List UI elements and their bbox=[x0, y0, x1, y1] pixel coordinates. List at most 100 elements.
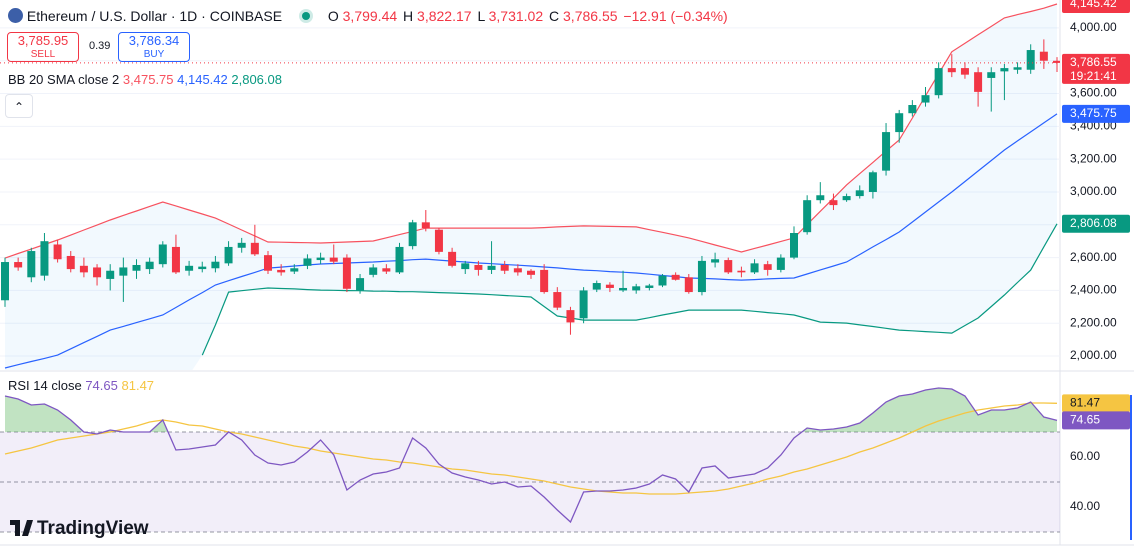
axis-value-box bbox=[1062, 394, 1130, 413]
candle-body bbox=[369, 267, 378, 275]
candle-body bbox=[224, 246, 233, 264]
y-tick-label: 2,400.00 bbox=[1070, 283, 1117, 297]
buy-price: 3,786.34 bbox=[128, 33, 180, 48]
candle-body bbox=[974, 72, 983, 92]
candle-body bbox=[1000, 68, 1009, 72]
y-tick-label: 3,000.00 bbox=[1070, 184, 1117, 198]
change: −12.91 (−0.34%) bbox=[623, 8, 728, 24]
candle-body bbox=[1026, 50, 1035, 70]
y-tick-label: 2,200.00 bbox=[1070, 315, 1117, 329]
logo-mark bbox=[10, 520, 33, 536]
candle-body bbox=[934, 68, 943, 96]
bb-value: 2,806.08 bbox=[231, 72, 282, 87]
candle-body bbox=[776, 257, 785, 270]
candle-body bbox=[342, 257, 351, 289]
candle-body bbox=[408, 222, 417, 247]
candle-body bbox=[724, 260, 733, 273]
candle-body bbox=[711, 259, 720, 263]
candle-body bbox=[960, 68, 969, 75]
rsi-line bbox=[4, 402, 1058, 495]
candle-body bbox=[237, 242, 246, 248]
axis-value-box bbox=[1062, 53, 1130, 84]
candle-body bbox=[737, 270, 746, 273]
candle-body bbox=[947, 68, 956, 73]
candle-body bbox=[53, 244, 62, 260]
buy-button[interactable]: 3,786.34 BUY bbox=[118, 32, 190, 62]
candle-body bbox=[645, 285, 654, 288]
candle-body bbox=[842, 196, 851, 201]
rsi-pane bbox=[0, 387, 1060, 533]
sell-price: 3,785.95 bbox=[17, 33, 69, 48]
coin-icon bbox=[8, 8, 23, 23]
candle-body bbox=[66, 255, 75, 270]
axis-value-label: 3,475.75 bbox=[1070, 106, 1117, 120]
candle-body bbox=[1, 262, 9, 301]
sell-button[interactable]: 3,785.95 SELL bbox=[7, 32, 79, 62]
candle-body bbox=[316, 257, 325, 261]
y-tick-label: 4,000.00 bbox=[1070, 20, 1117, 34]
rsi-title: RSI 14 close bbox=[8, 378, 82, 393]
candle-body bbox=[158, 244, 167, 265]
candle-body bbox=[106, 270, 115, 279]
candle-body bbox=[382, 268, 391, 272]
candle-body bbox=[605, 284, 614, 288]
candle-body bbox=[750, 263, 759, 273]
candle-body bbox=[277, 269, 286, 273]
axis-value-box bbox=[1062, 214, 1130, 233]
ohlc-key: C bbox=[549, 8, 560, 24]
rsi-line bbox=[4, 387, 1058, 524]
candle-body bbox=[803, 200, 812, 233]
axis-value-label: 4,145.42 bbox=[1070, 0, 1117, 10]
candle-body bbox=[790, 232, 798, 258]
logo-text: TradingView bbox=[37, 518, 149, 539]
candle-body bbox=[79, 265, 88, 273]
band-line bbox=[4, 3, 1058, 259]
ohlc-value: 3,731.02 bbox=[488, 8, 544, 24]
collapse-button[interactable]: ⌃ bbox=[5, 94, 33, 118]
price-axis: 2,000.002,200.002,400.002,600.002,800.00… bbox=[1062, 0, 1130, 513]
status-dot bbox=[301, 12, 310, 20]
candle-body bbox=[211, 261, 220, 269]
candle-body bbox=[198, 266, 207, 270]
bb-legend: BB 20 SMA close 2 3,475.75 4,145.42 2,80… bbox=[8, 72, 282, 87]
candle-body bbox=[921, 95, 930, 103]
ohlc-key: H bbox=[403, 8, 414, 24]
rsi-legend: RSI 14 close 74.65 81.47 bbox=[8, 378, 154, 393]
axis-value-label: 2,806.08 bbox=[1070, 216, 1117, 230]
candle-body bbox=[14, 262, 23, 268]
candle-body bbox=[579, 290, 588, 319]
candle-body bbox=[474, 264, 483, 270]
y-tick-label: 3,200.00 bbox=[1070, 151, 1117, 165]
buy-label: BUY bbox=[143, 49, 165, 60]
candle-body bbox=[527, 270, 535, 275]
candle-body bbox=[171, 246, 180, 273]
rsi-tick-label: 40.00 bbox=[1070, 499, 1100, 513]
ohlc-value: 3,822.17 bbox=[417, 8, 472, 24]
candle-body bbox=[40, 241, 49, 276]
rsi-value: 81.47 bbox=[121, 378, 155, 393]
candle-body bbox=[829, 200, 838, 206]
candle-body bbox=[132, 264, 141, 271]
candle-body bbox=[619, 287, 628, 291]
candle-body bbox=[145, 261, 154, 270]
y-tick-label: 2,600.00 bbox=[1070, 250, 1117, 264]
candle-body bbox=[434, 229, 443, 252]
rsi-tick-label: 60.00 bbox=[1070, 449, 1100, 463]
band-line bbox=[201, 223, 1058, 356]
band-line bbox=[4, 113, 1058, 369]
candle-body bbox=[553, 292, 562, 308]
overbought-fill bbox=[5, 388, 1057, 432]
ohlc-key: L bbox=[477, 8, 485, 24]
band-background bbox=[0, 432, 1060, 532]
candle-body bbox=[540, 269, 549, 293]
bb-value: 4,145.42 bbox=[177, 72, 228, 87]
axis-value-label: 3,786.55 bbox=[1070, 55, 1117, 69]
candle-body bbox=[566, 310, 575, 323]
candle-body bbox=[329, 257, 338, 262]
rsi-value: 74.65 bbox=[85, 378, 118, 393]
bb-values: 3,475.75 4,145.42 2,806.08 bbox=[123, 72, 282, 87]
price-pane bbox=[0, 3, 1060, 370]
candle-body bbox=[671, 274, 680, 280]
